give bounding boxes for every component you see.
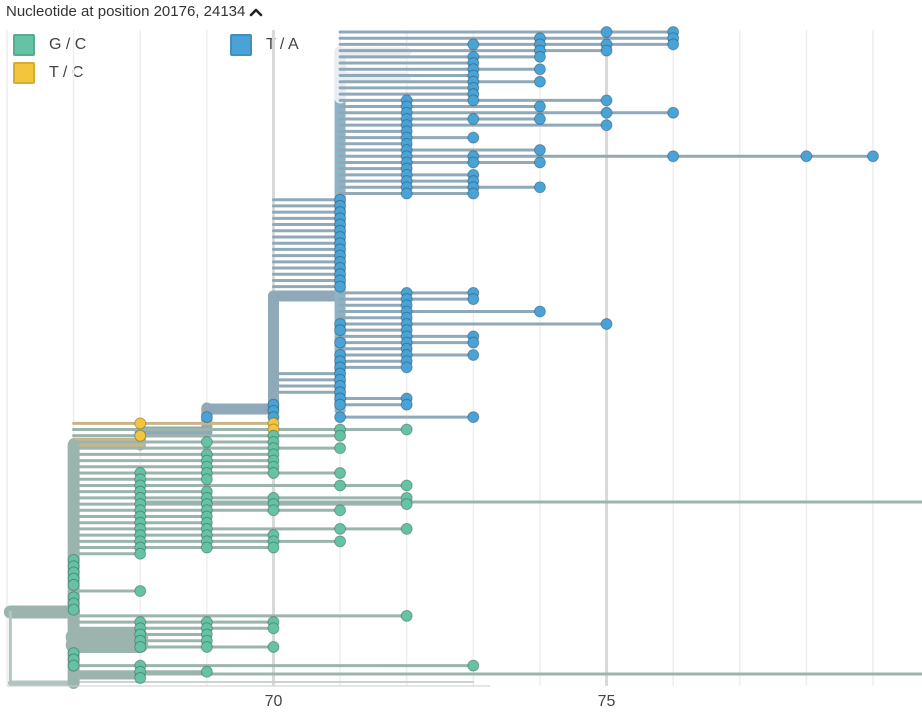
tree-tip [267, 504, 280, 517]
tree-tip [667, 150, 680, 163]
tree-tip [533, 181, 546, 194]
tree-tip [400, 498, 413, 511]
tree-tip [533, 100, 546, 113]
tree-tip [400, 479, 413, 492]
legend-swatch-g-c [13, 34, 35, 56]
tree-tip [400, 423, 413, 436]
legend-item-g-c[interactable]: G / C [13, 34, 86, 56]
tree-tip [267, 541, 280, 554]
tree-tip [800, 150, 813, 163]
tree-tips [67, 26, 880, 684]
tree-tip [200, 541, 213, 554]
tree-tip [400, 361, 413, 374]
tree-tip [134, 417, 147, 430]
tree-tip [600, 106, 613, 119]
tree-tip [600, 26, 613, 38]
tree-tip [867, 150, 880, 163]
tree-tip [67, 603, 80, 616]
tree-tip [400, 187, 413, 200]
tree-tip [467, 131, 480, 144]
tree-tip [400, 522, 413, 535]
tree-tip [334, 411, 347, 424]
tree-branches [3, 30, 922, 689]
tree-tip [67, 578, 80, 591]
tree-tip [134, 640, 147, 653]
tree-tip [134, 672, 147, 684]
color-by-title: Nucleotide at position 20176, 24134 [6, 3, 246, 20]
tree-tip [467, 94, 480, 107]
tree-tip [267, 640, 280, 653]
tree-tip [667, 106, 680, 119]
tree-tip [467, 293, 480, 306]
tree-tip [467, 112, 480, 125]
tree-tip [200, 435, 213, 448]
legend-label-g-c: G / C [49, 36, 87, 53]
tree-tip [267, 467, 280, 480]
color-by-header[interactable]: Nucleotide at position 20176, 24134 [6, 3, 263, 20]
tree-tip [533, 50, 546, 63]
tree-tip [334, 280, 347, 293]
tree-tip [267, 622, 280, 635]
legend-item-t-c[interactable]: T / C [13, 62, 83, 84]
tree-tip [467, 38, 480, 51]
tree-tip [334, 535, 347, 548]
tree-tip [533, 144, 546, 157]
tree-tip [334, 504, 347, 517]
legend-swatch-t-c [13, 62, 35, 84]
tree-tip [467, 187, 480, 200]
tree-tip [467, 336, 480, 349]
tree-tip [467, 659, 480, 672]
tree-tip [334, 429, 347, 442]
tree-tip [134, 429, 147, 442]
tree-tip [334, 467, 347, 480]
tree-tip [600, 44, 613, 57]
tree-tip [533, 305, 546, 318]
tree-tip [467, 156, 480, 169]
tree-tip [200, 640, 213, 653]
tree-tip [600, 317, 613, 330]
tree-tip [467, 411, 480, 424]
tree-tip [200, 665, 213, 678]
x-tick-label: 75 [598, 693, 616, 710]
chevron-up-icon[interactable] [249, 7, 263, 17]
tree-tip [334, 324, 347, 337]
tree-tip [334, 336, 347, 349]
tree-tip [400, 398, 413, 411]
tree-tip [200, 411, 213, 424]
tree-tip [400, 609, 413, 622]
tree-tip [67, 659, 80, 672]
tree-tip [334, 398, 347, 411]
tree-tip [334, 479, 347, 492]
x-tick-label: 70 [265, 693, 283, 710]
tree-tip [533, 63, 546, 76]
tree-tip [200, 473, 213, 486]
tree-tip [134, 547, 147, 560]
x-axis: 70 75 [7, 685, 616, 710]
tree-tip [600, 94, 613, 107]
tree-tip [334, 522, 347, 535]
legend-swatch-t-a [230, 34, 252, 56]
tree-tip [533, 156, 546, 169]
tree-tip [467, 349, 480, 361]
tree-tip [334, 442, 347, 455]
tree-tip [600, 119, 613, 132]
tree-tip [533, 75, 546, 88]
legend-label-t-c: T / C [49, 64, 84, 81]
tree-tip [667, 38, 680, 51]
tree-tip [134, 585, 147, 598]
tree-tip [533, 112, 546, 125]
